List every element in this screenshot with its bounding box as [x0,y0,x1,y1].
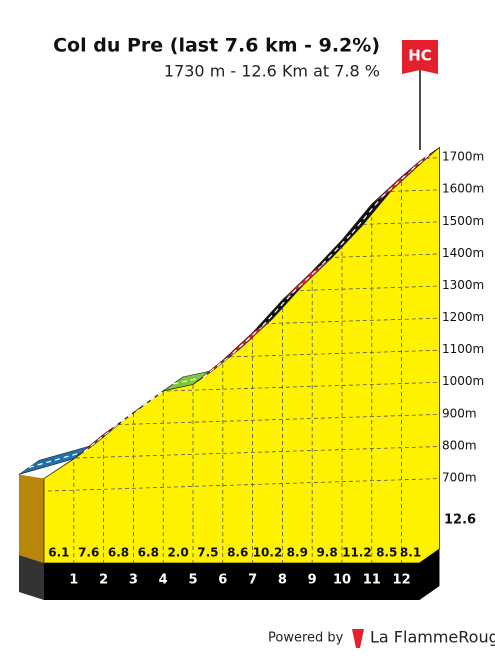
profile: 700m 800m 900m 1000m 1100m 1200m 1300m 1400m 150… [18,146,484,600]
km-label: 6 [218,573,227,588]
gradient-label: 6.8 [108,546,129,560]
gradient-label: 10.2 [253,546,283,560]
brand-logo [352,629,364,648]
center-line [202,352,234,378]
km-label: 5 [188,573,197,588]
km-label: 4 [159,573,168,588]
center-line [381,169,413,198]
gradient-label: 11.2 [342,546,372,560]
center-line [291,264,323,294]
grid-line [44,445,440,461]
y-tick-label: 1100m [442,342,484,356]
y-tick-label: 1600m [442,182,484,196]
km-strip [44,549,440,600]
y-tick-label: 800m [442,438,477,452]
gradient-label: 6.1 [48,546,69,560]
km-label: 1 [69,573,78,588]
gradient-label: 9.8 [316,546,337,560]
grid-line [44,156,440,172]
km-label: 3 [129,573,138,588]
center-line [28,451,84,469]
center-line [411,154,430,171]
y-tick-label: 1500m [442,214,484,228]
center-line [321,232,353,265]
distance-label: 12.6 [444,513,476,528]
brand-name: La FlammeRouge [370,628,495,647]
gradient-label: 8.6 [227,546,248,560]
gradient-label: 6.8 [138,546,159,560]
chart-subtitle: 1730 m - 12.6 Km at 7.8 % [164,62,380,81]
y-tick-label: 1700m [442,150,484,164]
center-line [262,292,293,327]
grid-line [44,477,440,493]
km-label: 11 [363,573,381,588]
km-label: 7 [248,573,257,588]
center-line [232,325,264,354]
chart-title: Col du Pre (last 7.6 km - 9.2%) [53,35,380,57]
powered-by: Powered by [268,631,344,646]
y-tick-label: 1300m [442,278,484,292]
km-strip-side [19,555,44,600]
km-label: 9 [308,573,317,588]
gradient-label: 7.5 [197,546,218,560]
km-label: 10 [333,573,351,588]
gradient-label: 2.0 [167,546,188,560]
gradient-label: 8.1 [400,546,421,560]
y-tick-label: 1200m [442,310,484,324]
y-tick-label: 900m [442,406,477,420]
km-label: 8 [278,573,287,588]
y-tick-label: 700m [442,470,477,484]
end-cap [19,474,44,563]
km-label: 12 [393,573,411,588]
gradient-label: 8.5 [376,546,397,560]
center-line [83,427,114,453]
km-label: 2 [99,573,108,588]
y-tick-label: 1000m [442,374,484,388]
category-label: HC [408,47,432,65]
category-flag [402,40,438,74]
gradient-label: 7.6 [78,546,99,560]
y-tick-label: 1400m [442,246,484,260]
gradient-label: 8.9 [287,546,308,560]
center-line [351,196,383,234]
